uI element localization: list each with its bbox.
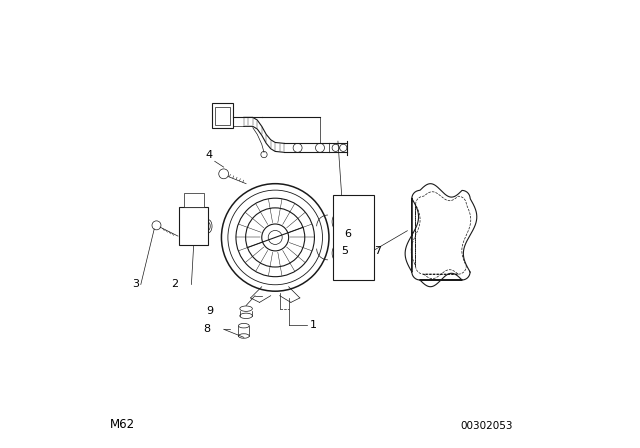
Polygon shape	[405, 184, 477, 287]
Text: 00302053: 00302053	[460, 421, 513, 431]
Text: 4: 4	[205, 150, 212, 159]
Text: 5: 5	[341, 246, 348, 256]
Text: 2: 2	[171, 280, 178, 289]
Text: 7: 7	[374, 246, 381, 256]
Text: M62: M62	[109, 418, 134, 431]
Text: 1: 1	[310, 320, 317, 330]
Text: 9: 9	[207, 306, 214, 316]
FancyBboxPatch shape	[184, 193, 204, 207]
Text: 6: 6	[345, 229, 352, 239]
FancyBboxPatch shape	[179, 207, 208, 245]
Text: 3: 3	[132, 280, 139, 289]
FancyBboxPatch shape	[333, 195, 374, 280]
Text: 8: 8	[203, 324, 210, 334]
Circle shape	[343, 202, 355, 215]
